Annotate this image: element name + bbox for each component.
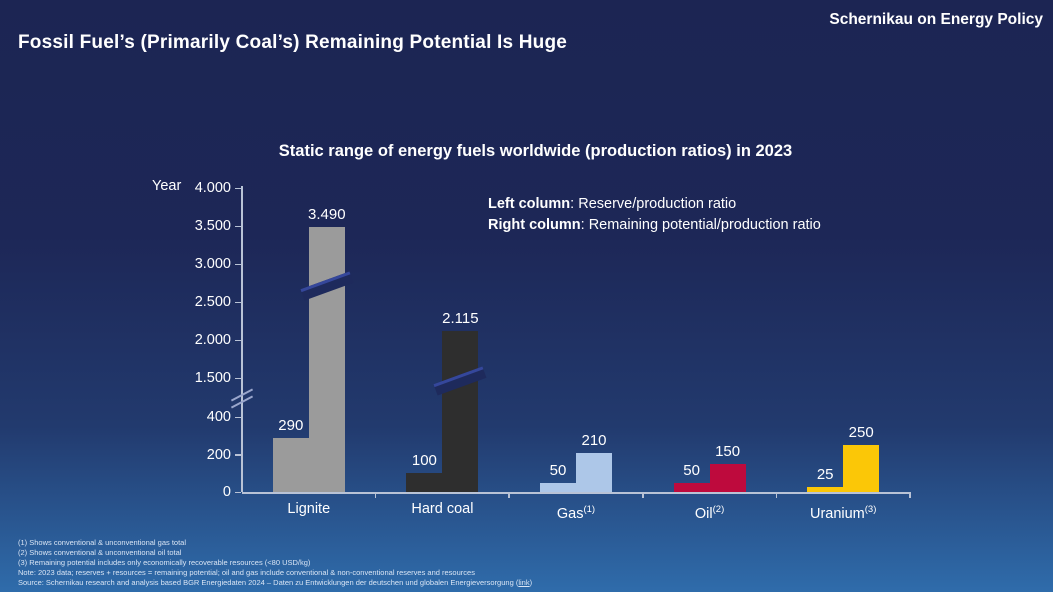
bar-value-label: 250 <box>848 424 874 442</box>
source-link[interactable]: link <box>518 578 530 587</box>
x-tick <box>508 492 510 498</box>
x-axis-label: Gas(1) <box>556 504 596 522</box>
footnote-2: (2) Shows conventional & unconventional … <box>18 548 182 557</box>
y-tick-label: 3.000 <box>194 256 231 272</box>
brand-text: Schernikau on Energy Policy <box>829 11 1043 28</box>
x-tick <box>374 492 377 498</box>
x-axis-label-superscript: (2) <box>712 504 725 515</box>
x-axis-label: Hard coal <box>411 501 474 517</box>
bar-value-label: 290 <box>278 416 304 434</box>
legend-left-column-label: Left column <box>488 196 571 212</box>
footnote-source: Source: Schernikau research and analysis… <box>18 578 532 588</box>
y-tick <box>235 454 241 456</box>
bar-value-label: 150 <box>715 442 741 460</box>
bar-oil-reserve <box>673 482 710 492</box>
x-axis-label-superscript: (3) <box>864 504 877 515</box>
y-tick <box>235 339 241 341</box>
y-axis-line <box>241 186 243 492</box>
y-tick <box>235 225 241 227</box>
bar-lignite-remaining-potential <box>308 226 345 492</box>
bar-gas-reserve <box>540 482 576 492</box>
x-axis-label-superscript: (1) <box>583 504 596 515</box>
y-tick <box>235 377 241 379</box>
x-axis-label: Uranium(3) <box>809 504 877 522</box>
bar-value-label: 50 <box>683 461 700 479</box>
bar-value-label: 100 <box>411 452 437 470</box>
y-tick <box>235 491 241 493</box>
x-axis-label: Lignite <box>287 501 331 517</box>
bar-gas-remaining-potential <box>576 452 612 492</box>
page-title: Fossil Fuel’s (Primarily Coal’s) Remaini… <box>18 32 568 53</box>
y-tick-label: 2.500 <box>194 294 231 310</box>
legend-right-column-label: Right column <box>488 217 581 233</box>
bar-value-label: 210 <box>581 431 607 449</box>
bar-hard-coal-reserve <box>406 473 443 492</box>
footnotes: (1) Shows conventional & unconventional … <box>18 538 532 588</box>
bar-hard-coal-remaining-potential <box>442 331 479 492</box>
y-tick-label: 1.500 <box>194 370 231 386</box>
x-axis-label: Oil(2) <box>694 504 725 522</box>
bar-uranium-reserve <box>807 487 844 492</box>
legend-right-column-desc: : Remaining potential/production ratio <box>580 217 821 233</box>
footnote-3: (3) Remaining potential includes only ec… <box>18 558 311 567</box>
bar-uranium-remaining-potential <box>843 445 880 492</box>
legend-right-column: Right column: Remaining potential/produc… <box>488 215 821 236</box>
y-tick-label: 3.500 <box>194 218 231 234</box>
y-tick-label: 0 <box>222 484 231 500</box>
footnote-1: (1) Shows conventional & unconventional … <box>18 538 187 547</box>
y-tick-label: 200 <box>206 446 231 463</box>
bar-value-label: 2.115 <box>442 310 479 328</box>
x-axis-line <box>242 492 910 494</box>
chart-legend: Left column: Reserve/production ratio Ri… <box>488 194 821 236</box>
chart-title: Static range of energy fuels worldwide (… <box>278 142 793 160</box>
bar-lignite-reserve <box>272 437 309 492</box>
x-tick <box>775 492 778 498</box>
bar-value-label: 25 <box>816 466 834 484</box>
bar-value-label: 50 <box>549 461 567 479</box>
y-tick <box>235 301 241 303</box>
y-axis-title: Year <box>152 178 182 194</box>
y-tick-label: 400 <box>206 409 231 425</box>
source-suffix: ) <box>529 578 533 587</box>
y-tick <box>235 416 241 418</box>
legend-left-column: Left column: Reserve/production ratio <box>488 194 821 215</box>
y-tick <box>235 187 241 189</box>
bar-value-label: 3.490 <box>308 205 346 223</box>
source-text: Source: Schernikau research and analysis… <box>18 578 519 587</box>
bar-oil-remaining-potential <box>709 463 746 492</box>
x-tick <box>909 492 911 498</box>
footnote-note: Note: 2023 data; reserves + resources = … <box>18 568 475 577</box>
y-tick-label: 2.000 <box>194 332 231 348</box>
y-tick <box>235 263 241 265</box>
x-tick <box>642 492 644 498</box>
y-tick-label: 4.000 <box>194 180 231 196</box>
legend-left-column-desc: : Reserve/production ratio <box>570 196 737 212</box>
